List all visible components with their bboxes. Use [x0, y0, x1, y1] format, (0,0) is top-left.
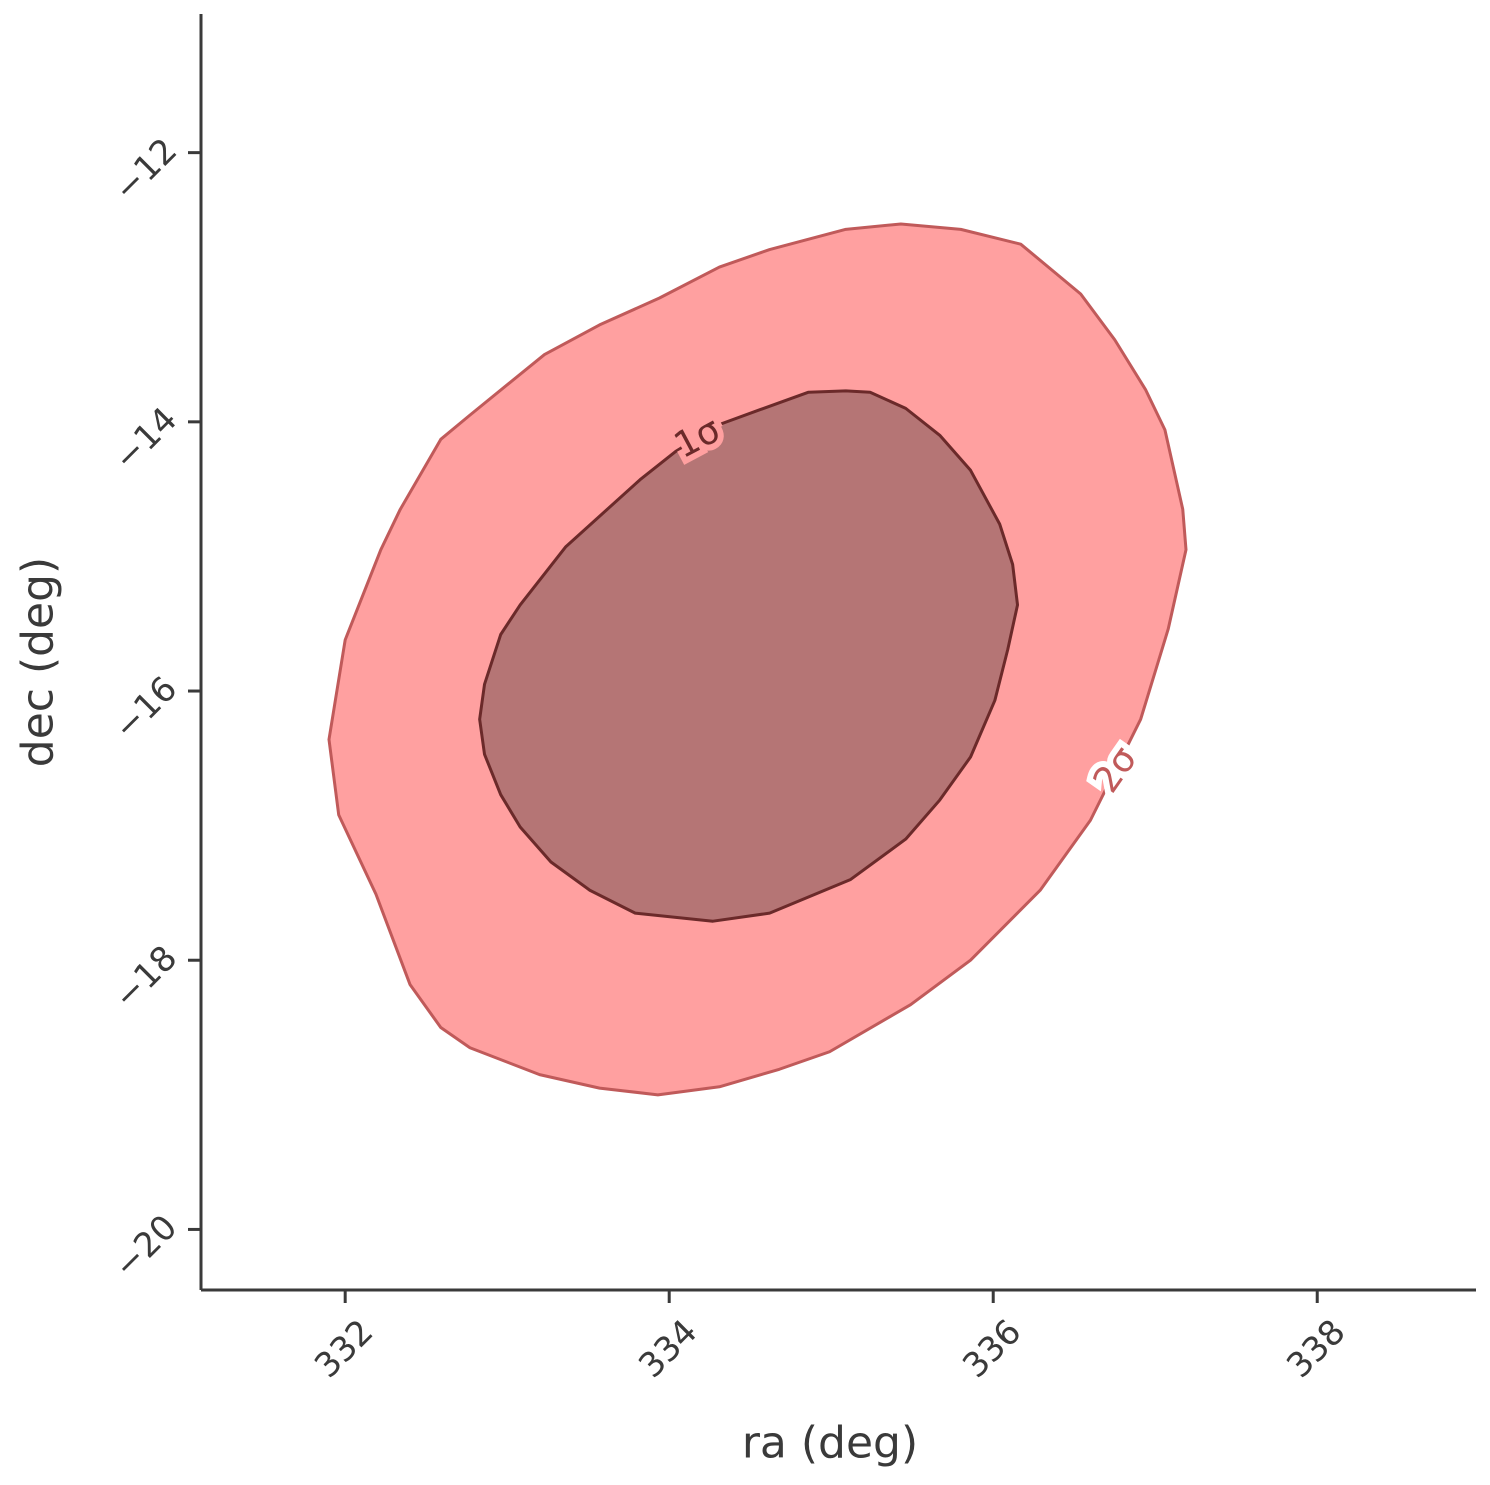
y-tick-label: −12 [106, 130, 185, 209]
contour-region [478, 389, 1020, 923]
x-tick-label: 334 [631, 1312, 705, 1386]
x-tick-label: 336 [955, 1312, 1029, 1386]
y-axis-label: dec (deg) [13, 557, 64, 767]
y-tick-label: −14 [106, 400, 185, 479]
x-tick-label: 332 [307, 1312, 381, 1386]
x-axis-label: ra (deg) [742, 1418, 918, 1469]
y-tick-label: −20 [106, 1207, 185, 1286]
x-tick-label: 338 [1279, 1312, 1353, 1386]
y-tick-label: −18 [106, 938, 185, 1017]
y-tick-label: −16 [106, 669, 185, 748]
